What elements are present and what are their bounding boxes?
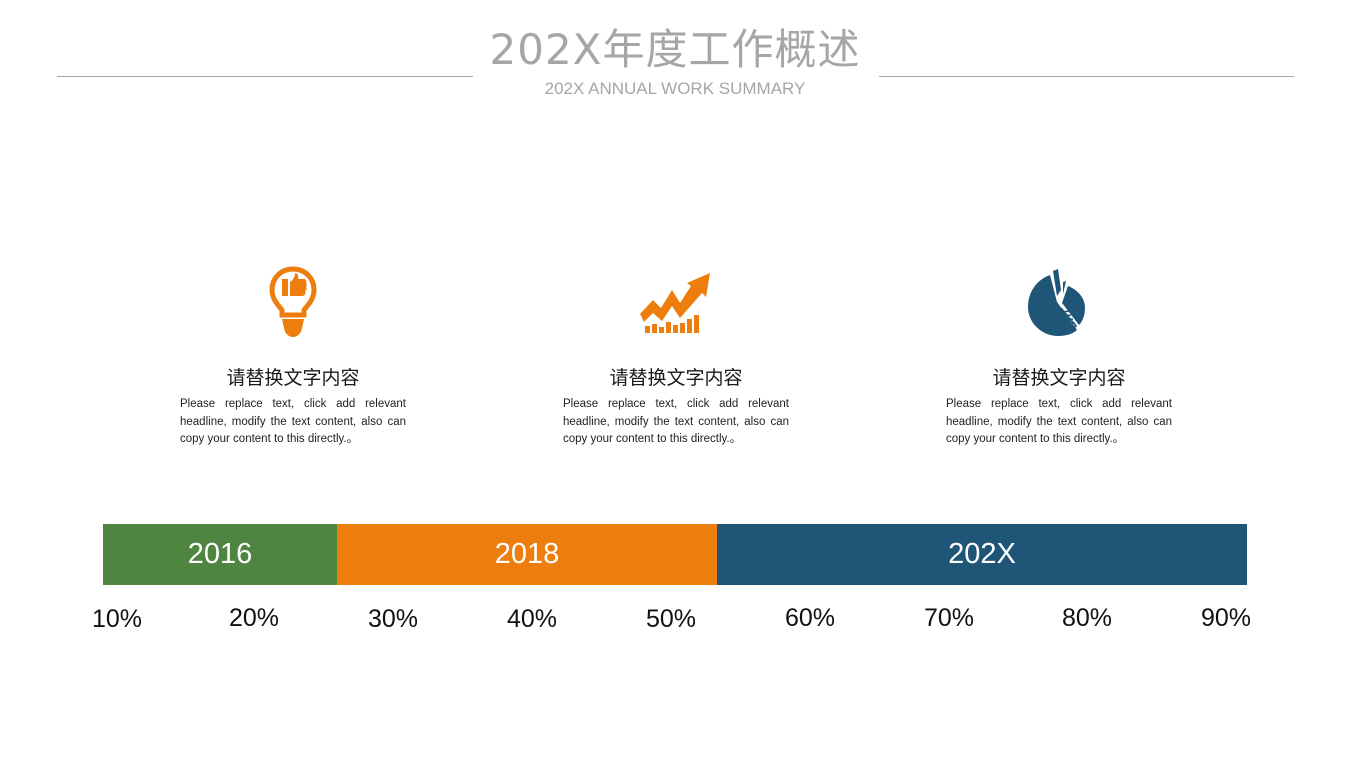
lightbulb-thumbs-up-icon: [267, 262, 319, 340]
timeline-segment-2018: 2018: [337, 524, 717, 585]
tick-label: 10%: [91, 605, 143, 633]
feature-description: Please replace text, click add relevant …: [180, 398, 406, 445]
tick-label: 80%: [1061, 604, 1113, 632]
pie-chart-icon: [1024, 262, 1092, 340]
page-subtitle: 202X ANNUAL WORK SUMMARY: [544, 79, 806, 98]
tick-label: 30%: [367, 605, 419, 633]
tick-label: 50%: [645, 605, 697, 633]
timeline-segment-202x: 202X: [717, 524, 1247, 585]
feature-title: 请替换文字内容: [992, 367, 1126, 389]
header-rule-right: [879, 76, 1294, 77]
growth-chart-icon: [639, 262, 713, 340]
page-title: 202X年度工作概述: [489, 25, 861, 74]
tick-label: 40%: [506, 605, 558, 633]
feature-title: 请替换文字内容: [609, 367, 743, 389]
feature-description: Please replace text, click add relevant …: [946, 398, 1172, 445]
feature-title: 请替换文字内容: [226, 367, 360, 389]
tick-label: 90%: [1200, 604, 1252, 632]
header-rule-left: [57, 76, 473, 77]
tick-label: 60%: [784, 604, 836, 632]
tick-label: 70%: [923, 604, 975, 632]
timeline-segment-2016: 2016: [103, 524, 337, 585]
tick-label: 20%: [228, 604, 280, 632]
feature-description: Please replace text, click add relevant …: [563, 398, 789, 445]
